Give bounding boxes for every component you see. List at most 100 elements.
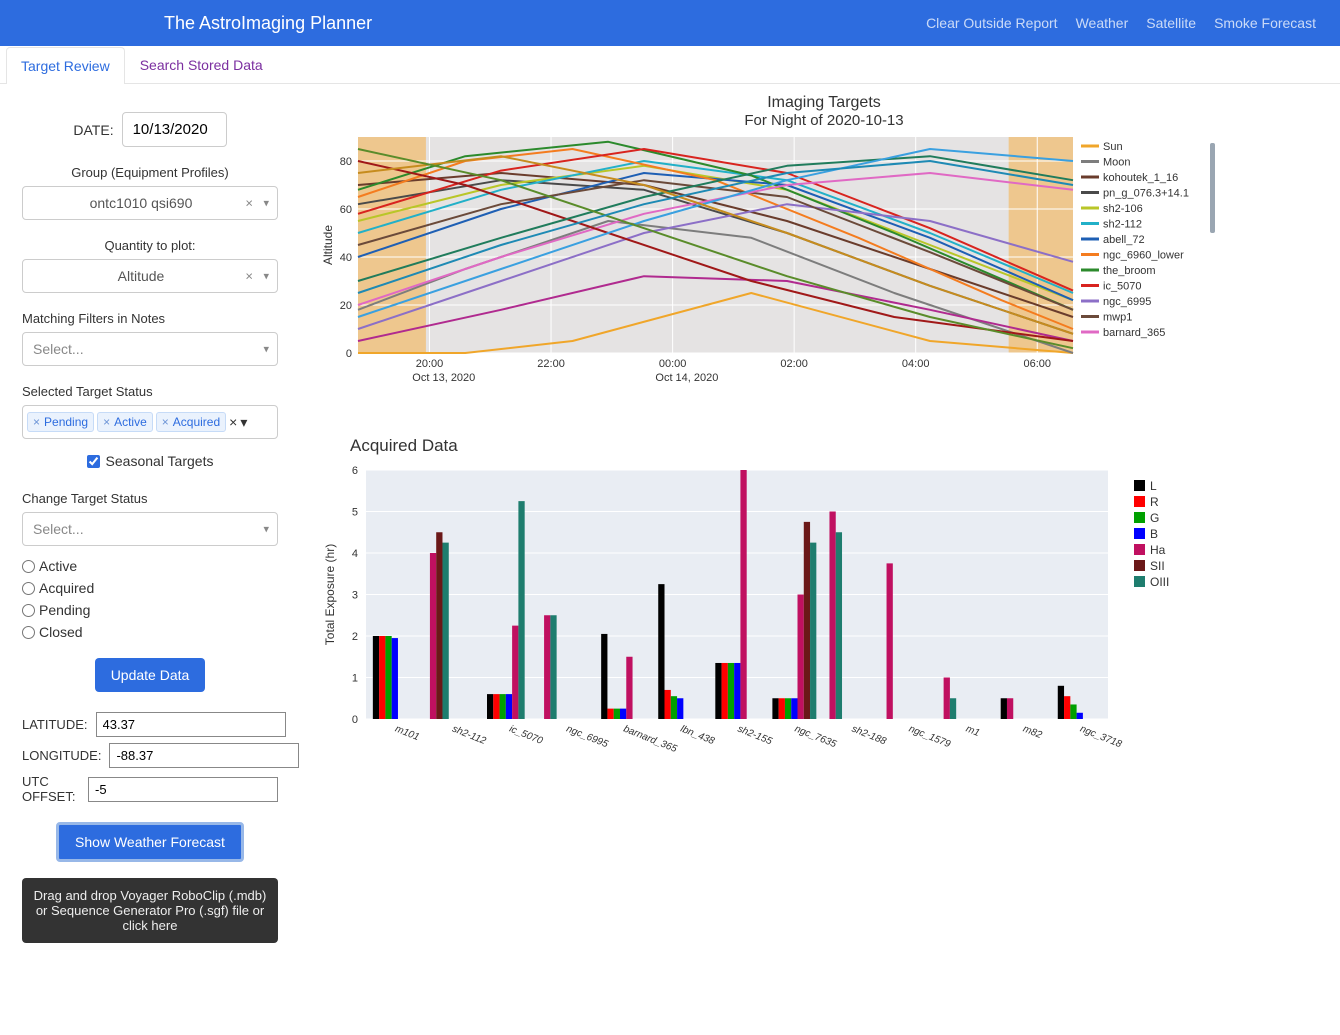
svg-text:the_broom: the_broom bbox=[1103, 265, 1156, 277]
radio-active[interactable] bbox=[22, 560, 35, 573]
tab-target-review[interactable]: Target Review bbox=[6, 47, 125, 84]
chevron-down-icon: ▾ bbox=[263, 270, 269, 283]
svg-text:ngc_6960_lower: ngc_6960_lower bbox=[1103, 250, 1184, 262]
svg-text:sh2-155: sh2-155 bbox=[736, 724, 774, 748]
svg-text:mwp1: mwp1 bbox=[1103, 312, 1132, 324]
line-chart-title: Imaging Targets bbox=[318, 94, 1330, 112]
svg-text:m82: m82 bbox=[1021, 724, 1044, 742]
status-multiselect[interactable]: ×Pending ×Active ×Acquired × ▾ bbox=[22, 405, 278, 439]
tab-search-stored-data[interactable]: Search Stored Data bbox=[125, 46, 278, 83]
exposure-bar-chart[interactable]: 0123456Total Exposure (hr)m101sh2-112ic_… bbox=[318, 464, 1218, 774]
filters-select[interactable]: Select... ▾ bbox=[22, 332, 278, 366]
svg-text:20: 20 bbox=[340, 300, 352, 312]
chevron-down-icon: ▾ bbox=[263, 343, 269, 356]
status-label: Selected Target Status bbox=[22, 384, 278, 399]
svg-text:m1: m1 bbox=[964, 724, 981, 739]
lat-input[interactable] bbox=[96, 712, 286, 737]
svg-text:OIII: OIII bbox=[1150, 575, 1169, 589]
status-tag-pending[interactable]: ×Pending bbox=[27, 412, 94, 432]
status-tag-active[interactable]: ×Active bbox=[97, 412, 153, 432]
svg-text:00:00: 00:00 bbox=[659, 358, 687, 370]
svg-text:3: 3 bbox=[352, 590, 358, 602]
svg-text:B: B bbox=[1150, 527, 1158, 541]
nav-weather[interactable]: Weather bbox=[1076, 15, 1129, 31]
svg-text:lbn_438: lbn_438 bbox=[679, 724, 717, 748]
svg-text:4: 4 bbox=[352, 548, 358, 560]
altitude-line-chart[interactable]: 02040608020:0022:0000:0002:0004:0006:00O… bbox=[318, 133, 1218, 393]
svg-text:Sun: Sun bbox=[1103, 141, 1123, 153]
update-data-button[interactable]: Update Data bbox=[95, 658, 206, 692]
radio-pending[interactable] bbox=[22, 604, 35, 617]
lon-label: LONGITUDE: bbox=[22, 748, 101, 763]
quantity-select[interactable]: Altitude × ▾ bbox=[22, 259, 278, 293]
app-header: The AstroImaging Planner Clear Outside R… bbox=[0, 0, 1340, 46]
svg-text:22:00: 22:00 bbox=[537, 358, 565, 370]
tab-bar: Target Review Search Stored Data bbox=[0, 46, 1340, 84]
change-status-select[interactable]: Select... ▾ bbox=[22, 512, 278, 546]
svg-text:ic_5070: ic_5070 bbox=[1103, 281, 1142, 293]
svg-text:04:00: 04:00 bbox=[902, 358, 930, 370]
clear-icon[interactable]: × bbox=[245, 196, 253, 211]
svg-text:ngc_6995: ngc_6995 bbox=[565, 724, 610, 751]
nav-clear-outside[interactable]: Clear Outside Report bbox=[926, 15, 1058, 31]
svg-text:pn_g_076.3+14.1: pn_g_076.3+14.1 bbox=[1103, 188, 1189, 200]
svg-text:6: 6 bbox=[352, 465, 358, 477]
status-tag-acquired[interactable]: ×Acquired bbox=[156, 412, 226, 432]
file-dropzone[interactable]: Drag and drop Voyager RoboClip (.mdb) or… bbox=[22, 878, 278, 943]
change-status-label: Change Target Status bbox=[22, 491, 278, 506]
svg-text:Ha: Ha bbox=[1150, 543, 1166, 557]
quantity-label: Quantity to plot: bbox=[22, 238, 278, 253]
radio-closed[interactable] bbox=[22, 626, 35, 639]
main-panel: Imaging Targets For Night of 2020-10-13 … bbox=[300, 94, 1340, 943]
close-icon[interactable]: × bbox=[103, 415, 110, 429]
clear-icon[interactable]: × bbox=[245, 269, 253, 284]
svg-text:sh2-112: sh2-112 bbox=[1103, 219, 1142, 231]
svg-text:G: G bbox=[1150, 511, 1159, 525]
chevron-down-icon: ▾ bbox=[240, 414, 247, 431]
svg-text:Altitude: Altitude bbox=[321, 225, 335, 265]
svg-text:sh2-112: sh2-112 bbox=[450, 724, 487, 748]
svg-text:0: 0 bbox=[346, 348, 352, 360]
lat-label: LATITUDE: bbox=[22, 717, 88, 732]
nav-satellite[interactable]: Satellite bbox=[1146, 15, 1196, 31]
svg-text:L: L bbox=[1150, 479, 1157, 493]
seasonal-checkbox[interactable] bbox=[87, 455, 100, 468]
seasonal-label: Seasonal Targets bbox=[106, 453, 214, 469]
svg-text:ic_5070: ic_5070 bbox=[508, 724, 545, 747]
close-icon[interactable]: × bbox=[162, 415, 169, 429]
svg-text:2: 2 bbox=[352, 631, 358, 643]
close-icon[interactable]: × bbox=[33, 415, 40, 429]
radio-acquired[interactable] bbox=[22, 582, 35, 595]
svg-text:sh2-188: sh2-188 bbox=[850, 724, 888, 748]
svg-text:5: 5 bbox=[352, 507, 358, 519]
chevron-down-icon: ▾ bbox=[263, 197, 269, 210]
date-label: DATE: bbox=[73, 122, 113, 138]
group-select[interactable]: ontc1010 qsi690 × ▾ bbox=[22, 186, 278, 220]
svg-text:Oct 14, 2020: Oct 14, 2020 bbox=[655, 372, 718, 384]
svg-text:Moon: Moon bbox=[1103, 157, 1131, 169]
bar-chart-title: Acquired Data bbox=[350, 436, 1330, 456]
svg-text:02:00: 02:00 bbox=[780, 358, 808, 370]
nav-smoke-forecast[interactable]: Smoke Forecast bbox=[1214, 15, 1316, 31]
lon-input[interactable] bbox=[109, 743, 299, 768]
svg-text:ngc_3718: ngc_3718 bbox=[1078, 724, 1123, 751]
clear-icon[interactable]: × bbox=[229, 414, 237, 430]
filters-label: Matching Filters in Notes bbox=[22, 311, 278, 326]
chevron-down-icon: ▾ bbox=[263, 523, 269, 536]
show-weather-button[interactable]: Show Weather Forecast bbox=[56, 822, 244, 862]
svg-text:40: 40 bbox=[340, 252, 352, 264]
sidebar: DATE: Group (Equipment Profiles) ontc101… bbox=[0, 94, 300, 943]
svg-text:SII: SII bbox=[1150, 559, 1165, 573]
svg-text:20:00: 20:00 bbox=[416, 358, 444, 370]
svg-text:80: 80 bbox=[340, 156, 352, 168]
app-title: The AstroImaging Planner bbox=[164, 13, 372, 34]
group-label: Group (Equipment Profiles) bbox=[22, 165, 278, 180]
svg-text:Total Exposure (hr): Total Exposure (hr) bbox=[323, 544, 337, 645]
line-chart-subtitle: For Night of 2020-10-13 bbox=[318, 112, 1330, 129]
svg-text:barnard_365: barnard_365 bbox=[1103, 327, 1165, 339]
svg-text:ngc_1579: ngc_1579 bbox=[907, 724, 952, 751]
date-input[interactable] bbox=[122, 112, 227, 147]
header-nav: Clear Outside Report Weather Satellite S… bbox=[926, 15, 1316, 31]
utc-input[interactable] bbox=[88, 777, 278, 802]
svg-text:0: 0 bbox=[352, 714, 358, 726]
